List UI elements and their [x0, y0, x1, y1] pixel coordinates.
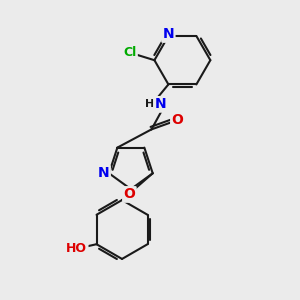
- Text: N: N: [163, 28, 174, 41]
- Text: Cl: Cl: [123, 46, 136, 59]
- Text: HO: HO: [66, 242, 87, 255]
- Text: N: N: [98, 166, 109, 180]
- Text: O: O: [124, 188, 135, 202]
- Text: O: O: [171, 113, 183, 127]
- Text: N: N: [154, 98, 166, 111]
- Text: H: H: [146, 99, 154, 110]
